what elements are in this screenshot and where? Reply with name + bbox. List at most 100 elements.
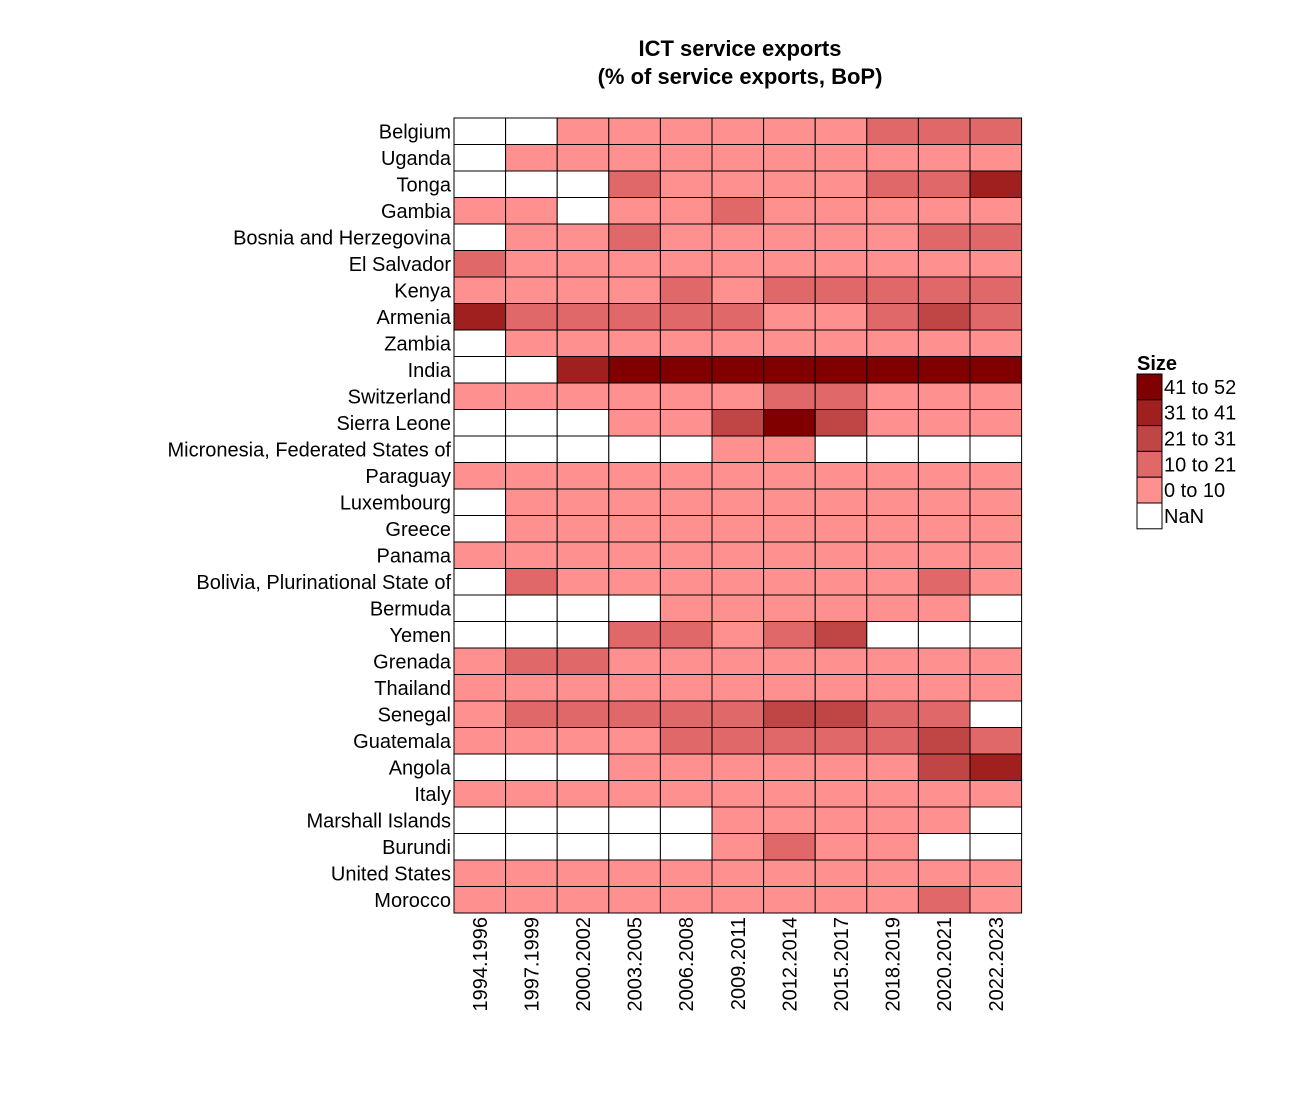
heatmap-cell — [711, 329, 765, 357]
heatmap-cell — [453, 223, 507, 251]
legend-swatch — [1136, 425, 1163, 452]
heatmap-cell — [814, 409, 868, 437]
heatmap-cell — [814, 859, 868, 887]
heatmap-cell — [556, 356, 610, 384]
row-label: Bosnia and Herzegovina — [233, 227, 452, 249]
heatmap-cell — [453, 382, 507, 410]
heatmap-cell — [763, 170, 816, 198]
row-label: Paraguay — [365, 466, 451, 488]
heatmap-cell — [814, 674, 868, 702]
heatmap-cell — [814, 833, 868, 861]
heatmap-cell — [969, 197, 1023, 225]
row-label: Bolivia, Plurinational State of — [196, 572, 451, 594]
heatmap-cell — [711, 541, 765, 569]
heatmap-cell — [453, 674, 507, 702]
heatmap-cell — [866, 621, 919, 649]
heatmap-cell — [505, 462, 558, 490]
heatmap-cell — [969, 488, 1023, 516]
heatmap-cell — [969, 753, 1023, 781]
heatmap-cell — [969, 462, 1023, 490]
heatmap-cell — [711, 515, 765, 543]
heatmap-cell — [659, 409, 713, 437]
heatmap-cell — [711, 833, 765, 861]
heatmap-cell — [505, 488, 558, 516]
heatmap-cell — [917, 753, 971, 781]
heatmap-cell — [659, 303, 713, 331]
heatmap-cell — [866, 250, 919, 278]
row-label: Italy — [414, 784, 451, 806]
heatmap-cell — [814, 197, 868, 225]
heatmap-cell — [505, 250, 558, 278]
heatmap-cell — [608, 197, 661, 225]
heatmap-cell — [866, 462, 919, 490]
heatmap-cell — [711, 223, 765, 251]
heatmap-cell — [917, 117, 971, 145]
heatmap-cell — [763, 886, 816, 914]
heatmap-cell — [453, 833, 507, 861]
heatmap-cell — [917, 303, 971, 331]
heatmap-cell — [969, 541, 1023, 569]
heatmap-cell — [969, 382, 1023, 410]
heatmap-cell — [711, 356, 765, 384]
heatmap-cell — [763, 753, 816, 781]
heatmap-cell — [969, 859, 1023, 887]
heatmap-cell — [917, 727, 971, 755]
row-label: Bermuda — [370, 598, 452, 620]
heatmap-cell — [866, 276, 919, 304]
heatmap-cell — [453, 568, 507, 596]
legend-swatch — [1136, 476, 1163, 504]
column-label: 2012.2014 — [779, 917, 801, 1012]
heatmap-cell — [866, 886, 919, 914]
heatmap-cell — [866, 488, 919, 516]
heatmap-cell — [659, 197, 713, 225]
heatmap-cell — [711, 197, 765, 225]
heatmap-cell — [453, 117, 507, 145]
row-label: Morocco — [374, 890, 451, 912]
heatmap-cell — [659, 329, 713, 357]
heatmap-cell — [711, 780, 765, 808]
heatmap-cell — [969, 329, 1023, 357]
row-label: Zambia — [384, 333, 452, 355]
heatmap-cell — [763, 621, 816, 649]
heatmap-cell — [969, 356, 1023, 384]
heatmap-cell — [917, 886, 971, 914]
heatmap-cell — [453, 727, 507, 755]
heatmap-cell — [969, 144, 1023, 172]
heatmap-cell — [659, 833, 713, 861]
heatmap-cell — [556, 621, 610, 649]
legend-label: NaN — [1164, 506, 1204, 528]
heatmap-cell — [866, 223, 919, 251]
heatmap-cell — [608, 117, 661, 145]
row-label: Gambia — [381, 201, 452, 223]
heatmap-cell — [556, 647, 610, 675]
heatmap-cell — [453, 197, 507, 225]
heatmap-cell — [866, 753, 919, 781]
heatmap-cell — [814, 700, 868, 728]
heatmap-cell — [556, 223, 610, 251]
heatmap-cell — [453, 886, 507, 914]
heatmap-cell — [659, 621, 713, 649]
heatmap-cell — [917, 568, 971, 596]
heatmap-cell — [711, 409, 765, 437]
heatmap-cell — [814, 382, 868, 410]
heatmap-cell — [866, 515, 919, 543]
row-label: Senegal — [378, 704, 451, 726]
heatmap-cell — [814, 780, 868, 808]
row-label: Kenya — [394, 280, 452, 302]
heatmap-cell — [917, 621, 971, 649]
heatmap-cell — [659, 674, 713, 702]
heatmap-cell — [763, 462, 816, 490]
column-label: 2000.2002 — [573, 917, 595, 1012]
heatmap-cell — [659, 435, 713, 463]
heatmap-cell — [453, 700, 507, 728]
heatmap-cell — [711, 568, 765, 596]
heatmap-cell — [969, 409, 1023, 437]
heatmap-cell — [505, 223, 558, 251]
heatmap-cell — [556, 806, 610, 834]
heatmap-cell — [453, 170, 507, 198]
heatmap-cell — [814, 223, 868, 251]
heatmap-cell — [556, 329, 610, 357]
heatmap-cell — [917, 329, 971, 357]
heatmap-cell — [659, 382, 713, 410]
heatmap-cell — [814, 594, 868, 622]
